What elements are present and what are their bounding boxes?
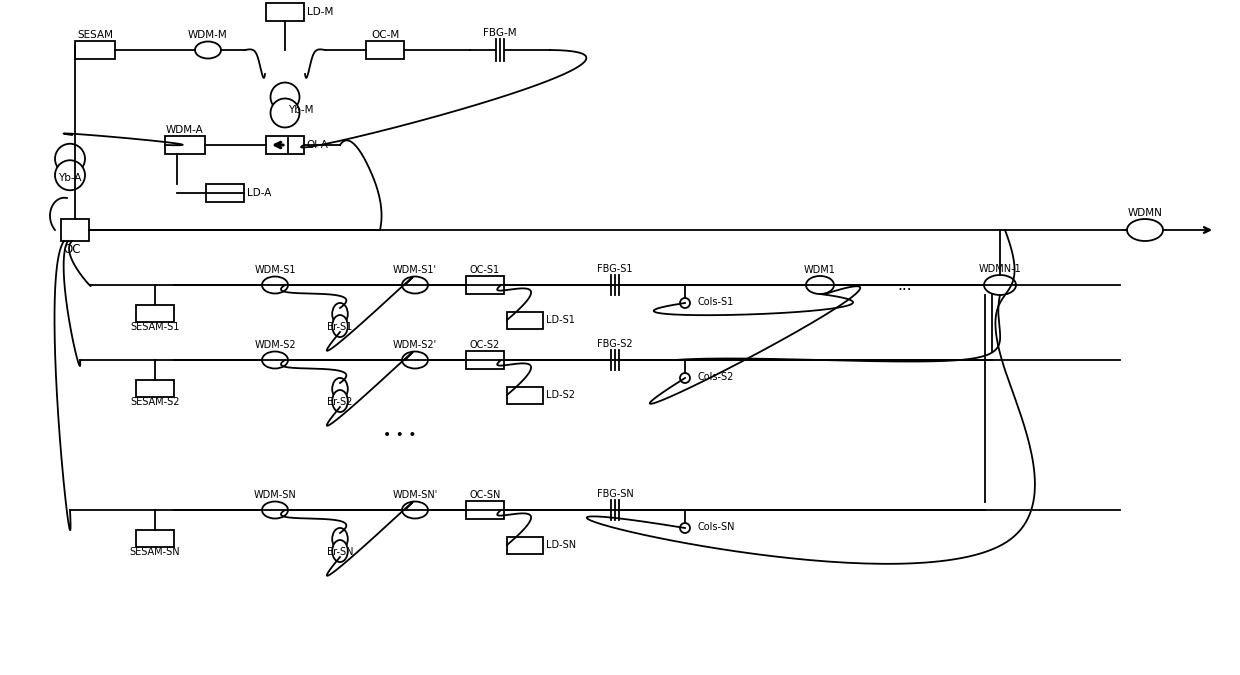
Ellipse shape xyxy=(332,390,347,412)
Bar xyxy=(165,136,205,154)
Bar xyxy=(507,311,543,329)
Ellipse shape xyxy=(262,352,288,369)
Bar xyxy=(206,184,244,202)
Text: LD-SN: LD-SN xyxy=(546,540,577,550)
Ellipse shape xyxy=(332,303,347,325)
Bar xyxy=(136,379,174,396)
Text: OC-S1: OC-S1 xyxy=(470,265,500,275)
Bar xyxy=(267,136,304,154)
Text: LD-S2: LD-S2 xyxy=(546,390,575,400)
Text: Yb-A: Yb-A xyxy=(58,173,82,183)
Ellipse shape xyxy=(1127,219,1163,241)
Bar xyxy=(267,3,304,21)
Text: WDM-S2': WDM-S2' xyxy=(393,340,436,350)
Circle shape xyxy=(270,99,300,128)
Ellipse shape xyxy=(332,528,347,550)
Ellipse shape xyxy=(985,275,1016,295)
Circle shape xyxy=(270,82,300,111)
Ellipse shape xyxy=(332,378,347,400)
Text: FBG-M: FBG-M xyxy=(484,28,517,38)
Text: Er-SN: Er-SN xyxy=(327,547,353,557)
Text: LD-M: LD-M xyxy=(308,7,334,17)
Text: ...: ... xyxy=(898,277,913,292)
Text: Cols-S1: Cols-S1 xyxy=(697,297,733,307)
Text: SESAM: SESAM xyxy=(77,30,113,40)
Circle shape xyxy=(680,298,689,308)
Text: • • •: • • • xyxy=(383,428,417,442)
Text: SESAM-S1: SESAM-S1 xyxy=(130,322,180,332)
Bar xyxy=(136,529,174,547)
Text: OC: OC xyxy=(63,243,81,256)
Text: Yb-M: Yb-M xyxy=(288,105,314,115)
Text: WDM-SN': WDM-SN' xyxy=(392,491,438,500)
Circle shape xyxy=(680,373,689,383)
Ellipse shape xyxy=(262,277,288,294)
Ellipse shape xyxy=(195,41,221,59)
Text: OC-SN: OC-SN xyxy=(469,490,501,500)
Text: Cols-SN: Cols-SN xyxy=(697,522,734,532)
Ellipse shape xyxy=(402,277,428,294)
Ellipse shape xyxy=(332,315,347,337)
Circle shape xyxy=(55,144,86,173)
Text: WDM-S2: WDM-S2 xyxy=(254,340,296,350)
Text: Cols-S2: Cols-S2 xyxy=(697,372,733,382)
Text: WDMN-1: WDMN-1 xyxy=(978,264,1022,274)
Ellipse shape xyxy=(402,352,428,369)
Circle shape xyxy=(55,160,86,190)
Bar xyxy=(466,501,503,519)
Text: WDM-S1: WDM-S1 xyxy=(254,265,296,275)
Text: OI-A: OI-A xyxy=(306,140,327,150)
Text: WDM-A: WDM-A xyxy=(166,125,203,135)
Ellipse shape xyxy=(402,502,428,518)
Text: WDM-SN: WDM-SN xyxy=(254,491,296,500)
Bar xyxy=(466,276,503,294)
Text: FBG-S1: FBG-S1 xyxy=(598,264,632,274)
Ellipse shape xyxy=(262,502,288,518)
Bar xyxy=(466,351,503,369)
Bar xyxy=(507,537,543,553)
Bar xyxy=(136,304,174,321)
Text: LD-A: LD-A xyxy=(247,188,272,198)
Text: WDM1: WDM1 xyxy=(804,265,836,275)
Text: WDM-S1': WDM-S1' xyxy=(393,265,436,275)
Text: FBG-SN: FBG-SN xyxy=(596,489,634,499)
Text: SESAM-S2: SESAM-S2 xyxy=(130,397,180,407)
Ellipse shape xyxy=(806,276,835,294)
Text: OC-S2: OC-S2 xyxy=(470,340,500,350)
Text: WDMN: WDMN xyxy=(1127,208,1162,218)
Text: SESAM-SN: SESAM-SN xyxy=(130,547,180,557)
Text: LD-S1: LD-S1 xyxy=(546,315,575,325)
Bar xyxy=(74,41,115,59)
Bar xyxy=(507,387,543,404)
Text: WDM-M: WDM-M xyxy=(188,30,228,40)
Text: FBG-S2: FBG-S2 xyxy=(598,339,632,349)
Bar xyxy=(61,219,89,241)
Circle shape xyxy=(680,523,689,533)
Text: Er-S2: Er-S2 xyxy=(327,397,352,407)
Ellipse shape xyxy=(332,540,347,562)
Bar xyxy=(366,41,404,59)
Text: Er-S1: Er-S1 xyxy=(327,322,352,332)
Text: OC-M: OC-M xyxy=(371,30,399,40)
